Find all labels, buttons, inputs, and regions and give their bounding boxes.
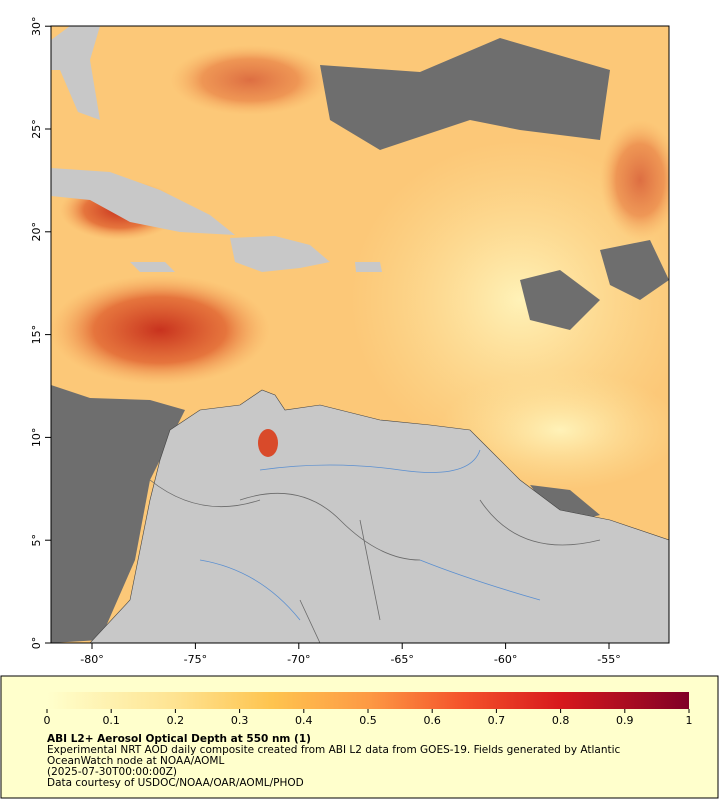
lat-label: 0° [30, 637, 43, 650]
colorbar-label: 0.3 [231, 714, 249, 727]
colorbar-label: 0.6 [423, 714, 441, 727]
map-image [51, 26, 669, 643]
colorbar-label: 0.5 [359, 714, 377, 727]
colorbar-label: 0.8 [552, 714, 570, 727]
colorbar-ticks: 0 0.1 0.2 0.3 0.4 0.5 0.6 0.7 0.8 0.9 1 [44, 709, 693, 727]
caption-line: Data courtesy of USDOC/NOAA/OAR/AOML/PHO… [47, 777, 304, 789]
colorbar-label: 0 [44, 714, 51, 727]
lat-label: 30° [30, 16, 43, 36]
colorbar-label: 0.9 [616, 714, 634, 727]
colorbar-label: 0.2 [167, 714, 185, 727]
colorbar-label: 0.7 [488, 714, 506, 727]
lon-label: -55° [597, 653, 620, 666]
colorbar-label: 0.4 [295, 714, 313, 727]
lat-label: 15° [30, 325, 43, 345]
colorbar [47, 692, 689, 709]
lat-label: 5° [30, 534, 43, 547]
colorbar-label: 0.1 [102, 714, 120, 727]
caption-line: Experimental NRT AOD daily composite cre… [47, 744, 621, 756]
colorbar-label: 1 [686, 714, 693, 727]
lat-label: 20° [30, 222, 43, 242]
caption-line: OceanWatch node at NOAA/AOML [47, 755, 224, 767]
caption-line: (2025-07-30T00:00:00Z) [47, 766, 177, 778]
lon-label: -65° [390, 653, 413, 666]
lon-label: -60° [494, 653, 517, 666]
caption-title: ABI L2+ Aerosol Optical Depth at 550 nm … [47, 733, 311, 745]
lon-label: -70° [287, 653, 310, 666]
lon-label: -80° [80, 653, 103, 666]
lon-label: -75° [184, 653, 207, 666]
axes: 0° 5° 10° 15° 20° 25° 30° -80° -75° -70° -65° -60° -… [30, 16, 621, 666]
lat-label: 25° [30, 119, 43, 139]
lat-label: 10° [30, 428, 43, 448]
